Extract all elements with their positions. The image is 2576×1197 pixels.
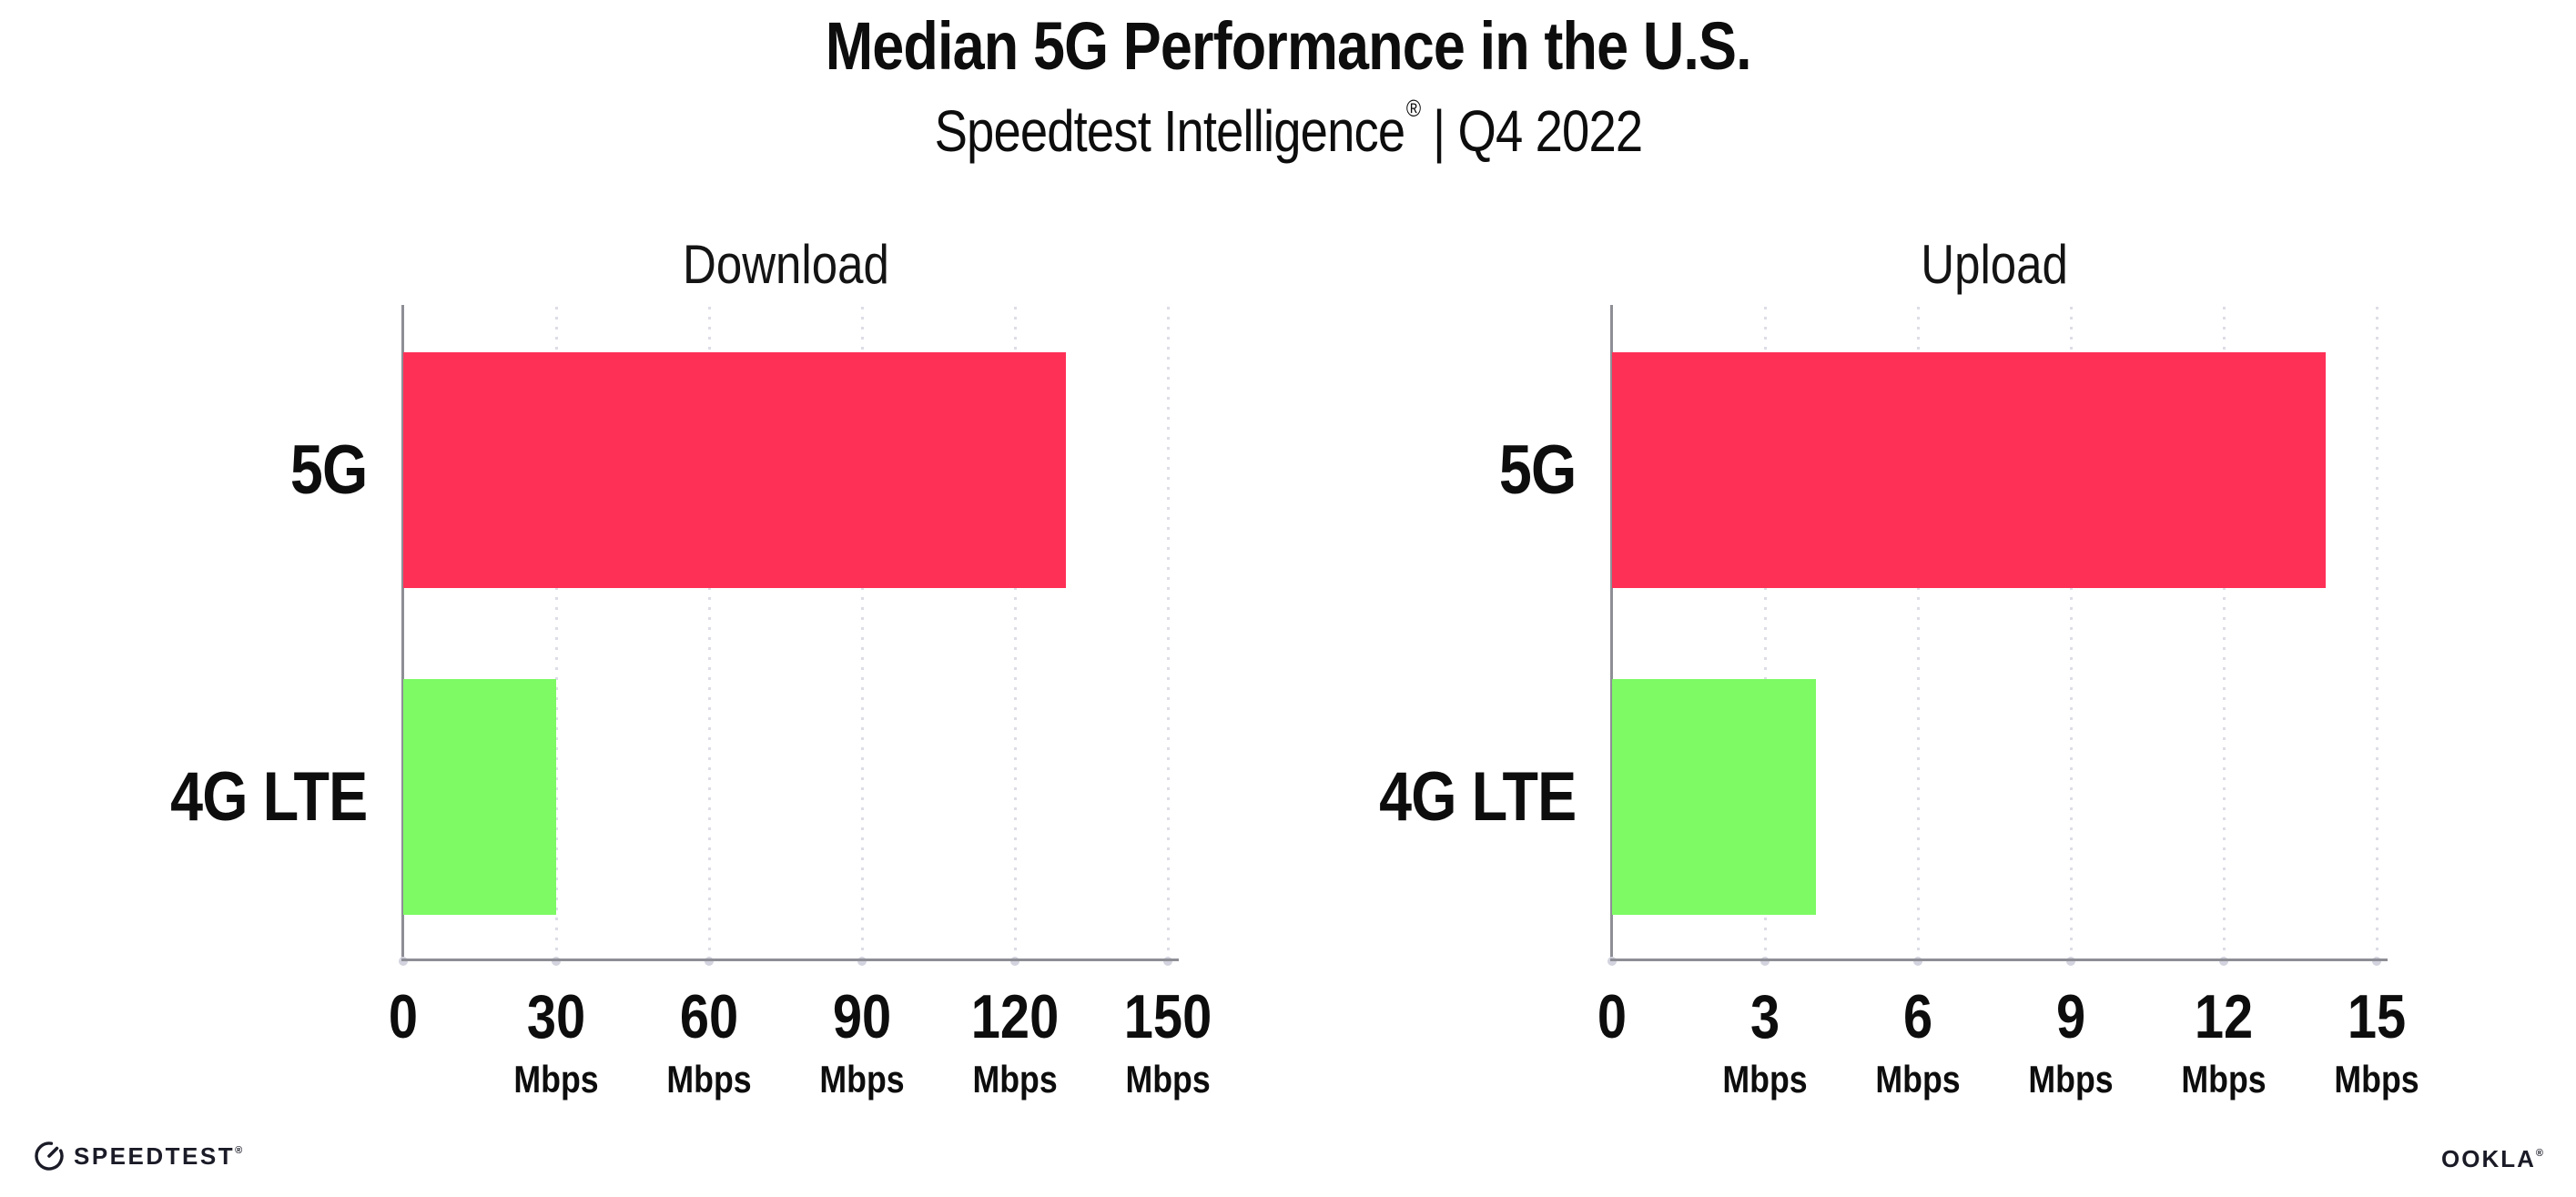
bar-5g-upload xyxy=(1612,352,2326,588)
x-tick-9: 9 Mbps xyxy=(2028,986,2171,1101)
axis-tick-dot xyxy=(399,957,408,966)
x-tick-value: 60 xyxy=(679,982,739,1051)
speedtest-gauge-icon xyxy=(35,1141,64,1171)
gridline-60 xyxy=(707,307,711,959)
page-title: Median 5G Performance in the U.S. xyxy=(0,7,2576,86)
gridline-120 xyxy=(1013,307,1017,959)
x-tick-3: 3 Mbps xyxy=(1722,986,1865,1101)
download-x-axis-line xyxy=(401,959,1179,961)
x-tick-value: 90 xyxy=(832,982,892,1051)
axis-tick-dot xyxy=(1163,957,1172,966)
gridline-9 xyxy=(2069,307,2073,959)
gridline-150 xyxy=(1166,307,1170,959)
gridline-15 xyxy=(2375,307,2378,959)
upload-y-axis-labels: 5G 4G LTE xyxy=(1357,305,1577,959)
speedtest-logo: SPEEDTEST® xyxy=(33,1140,245,1172)
category-label-4g-lte: 4G LTE xyxy=(1378,758,1577,836)
gridline-6 xyxy=(1916,307,1920,959)
x-tick-unit: Mbps xyxy=(972,1058,1058,1101)
gridline-12 xyxy=(2222,307,2226,959)
gridline-30 xyxy=(554,307,558,959)
bar-5g-download xyxy=(403,352,1066,588)
subtitle-period: | Q4 2022 xyxy=(1432,98,1643,164)
x-tick-value: 9 xyxy=(2055,982,2086,1051)
x-tick-value: 150 xyxy=(1123,982,1212,1051)
x-tick-12: 12 Mbps xyxy=(2181,986,2324,1101)
upload-x-axis-ticks: 0 3 Mbps 6 Mbps 9 Mbps 12 Mbps 15 Mbps xyxy=(1597,986,2419,1124)
subtitle-brand: Speedtest Intelligence xyxy=(934,98,1405,164)
axis-tick-dot xyxy=(552,957,561,966)
x-tick-150: 150 Mbps xyxy=(1124,986,1271,1101)
speedtest-logo-text: SPEEDTEST® xyxy=(74,1141,245,1170)
axis-tick-dot xyxy=(2372,957,2381,966)
bar-4g-lte-download xyxy=(403,679,556,915)
page-subtitle: Speedtest Intelligence® | Q4 2022 xyxy=(0,96,2576,166)
x-tick-value: 0 xyxy=(1597,982,1628,1051)
x-tick-90: 90 Mbps xyxy=(819,986,962,1101)
x-tick-unit: Mbps xyxy=(2334,1058,2419,1101)
x-tick-30: 30 Mbps xyxy=(513,986,656,1101)
axis-tick-dot xyxy=(705,957,714,966)
chart-panel-download: Download 5G 4G LTE 0 30 Mbps 60 Mbps 90 Mbps 12… xyxy=(148,228,1212,1124)
chart-panel-upload: Upload 5G 4G LTE 0 3 Mbps 6 Mbps 9 Mbps 12 Mbps 1… xyxy=(1357,228,2419,1124)
x-tick-0: 0 xyxy=(1597,986,1647,1048)
download-y-axis-labels: 5G 4G LTE xyxy=(148,305,368,959)
axis-tick-dot xyxy=(2066,957,2075,966)
speedtest-registered-mark-icon: ® xyxy=(235,1144,245,1156)
x-tick-value: 6 xyxy=(1902,982,1933,1051)
x-tick-unit: Mbps xyxy=(1125,1058,1211,1101)
x-tick-15: 15 Mbps xyxy=(2334,986,2477,1101)
x-tick-unit: Mbps xyxy=(1722,1058,1808,1101)
upload-y-axis-line xyxy=(1610,305,1613,960)
axis-tick-dot xyxy=(2219,957,2228,966)
x-tick-value: 12 xyxy=(2194,982,2254,1051)
x-tick-0: 0 xyxy=(389,986,438,1048)
x-tick-value: 3 xyxy=(1749,982,1780,1051)
x-tick-value: 30 xyxy=(526,982,586,1051)
x-tick-value: 15 xyxy=(2347,982,2407,1051)
axis-tick-dot xyxy=(1913,957,1922,966)
page-title-text: Median 5G Performance in the U.S. xyxy=(825,8,1751,84)
x-tick-unit: Mbps xyxy=(2181,1058,2267,1101)
x-tick-60: 60 Mbps xyxy=(666,986,809,1101)
category-label-5g: 5G xyxy=(289,431,368,509)
registered-trademark-icon: ® xyxy=(1405,95,1420,122)
x-tick-unit: Mbps xyxy=(666,1058,752,1101)
axis-tick-dot xyxy=(857,957,867,966)
category-label-4g-lte: 4G LTE xyxy=(169,758,368,836)
upload-chart-title: Upload xyxy=(1921,234,2068,295)
x-tick-120: 120 Mbps xyxy=(971,986,1118,1101)
gridline-3 xyxy=(1763,307,1767,959)
upload-x-axis-line xyxy=(1610,959,2388,961)
ookla-registered-mark-icon: ® xyxy=(2535,1148,2545,1159)
download-x-axis-ticks: 0 30 Mbps 60 Mbps 90 Mbps 120 Mbps 150 Mbps xyxy=(389,986,1212,1124)
axis-tick-dot xyxy=(1010,957,1019,966)
axis-tick-dot xyxy=(1760,957,1770,966)
category-label-5g: 5G xyxy=(1498,431,1577,509)
ookla-logo: OOKLA® xyxy=(2441,1145,2545,1173)
x-tick-unit: Mbps xyxy=(2028,1058,2114,1101)
upload-plot-area xyxy=(1607,305,2388,966)
download-chart-title: Download xyxy=(682,234,889,295)
gridline-90 xyxy=(860,307,864,959)
x-tick-6: 6 Mbps xyxy=(1875,986,2018,1101)
x-tick-unit: Mbps xyxy=(513,1058,599,1101)
x-tick-unit: Mbps xyxy=(1875,1058,1961,1101)
download-y-axis-line xyxy=(401,305,404,960)
chart-header: Median 5G Performance in the U.S. Speedt… xyxy=(0,0,2576,166)
x-tick-value: 0 xyxy=(388,982,419,1051)
download-plot-area xyxy=(399,305,1179,966)
bar-4g-lte-upload xyxy=(1612,679,1816,915)
axis-tick-dot xyxy=(1607,957,1617,966)
ookla-logo-text: OOKLA xyxy=(2441,1145,2536,1172)
x-tick-value: 120 xyxy=(970,982,1060,1051)
x-tick-unit: Mbps xyxy=(819,1058,905,1101)
